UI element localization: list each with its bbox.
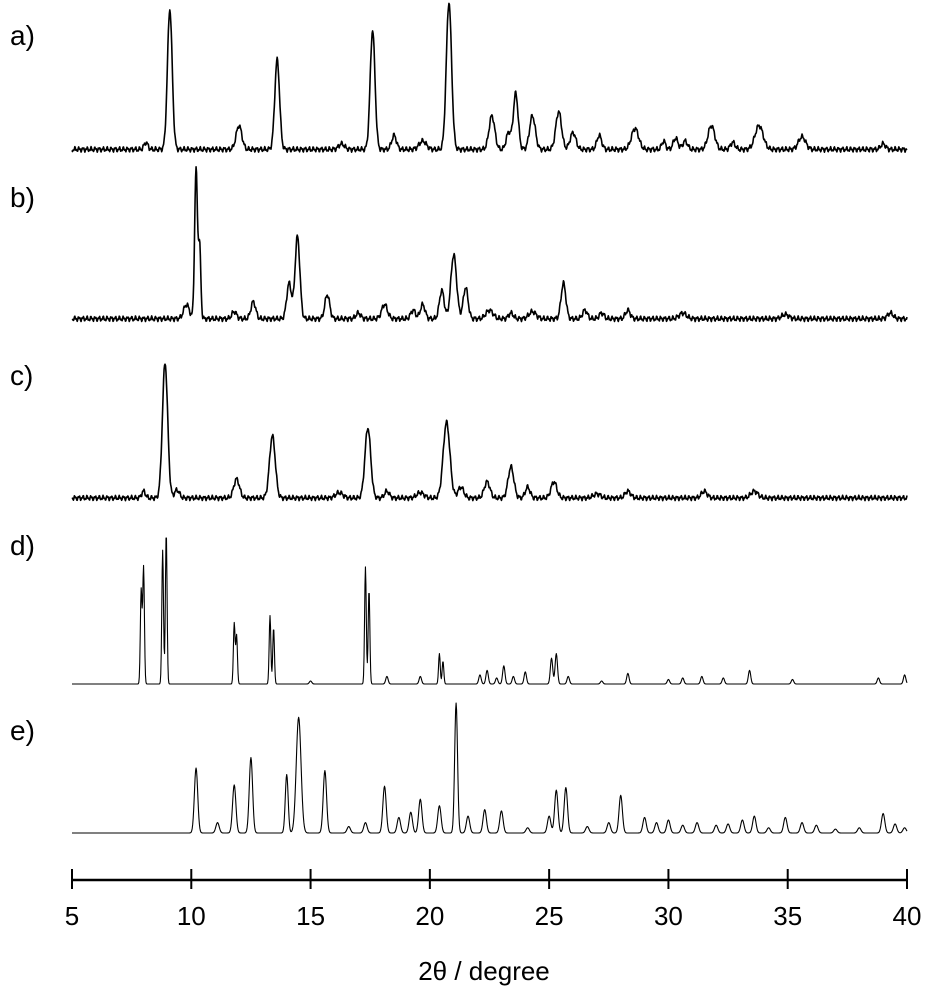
- x-tick-label: 35: [773, 901, 802, 931]
- x-axis-title: 2θ / degree: [418, 956, 550, 986]
- traces-group: [71, 2, 908, 834]
- panel-label-b: b): [10, 182, 35, 213]
- pattern-trace-c: [71, 363, 908, 502]
- x-tick-label: 40: [893, 901, 922, 931]
- x-tick-label: 10: [177, 901, 206, 931]
- pattern-trace-a: [71, 2, 908, 153]
- x-tick-label: 25: [535, 901, 564, 931]
- panel-label-c: c): [10, 360, 34, 391]
- panel-label-a: a): [10, 20, 35, 51]
- x-tick-label: 5: [65, 901, 79, 931]
- x-tick-label: 30: [654, 901, 683, 931]
- x-tick-label: 15: [296, 901, 325, 931]
- x-ticks-group: 5 10 15 20 25 30 35 40: [65, 869, 922, 931]
- panel-label-e: e): [10, 715, 35, 746]
- pattern-trace-e: [71, 702, 908, 834]
- pattern-trace-b: [71, 166, 908, 323]
- panel-label-d: d): [10, 530, 35, 561]
- x-tick-label: 20: [415, 901, 444, 931]
- pattern-trace-d: [71, 537, 908, 685]
